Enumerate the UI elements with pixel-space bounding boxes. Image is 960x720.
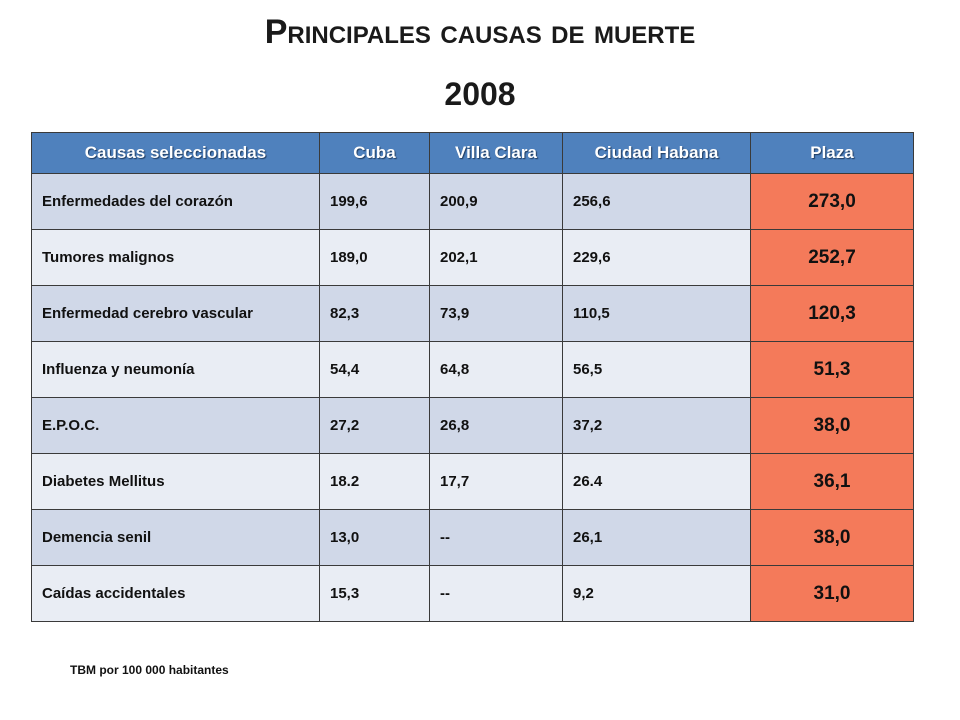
- cell-cause: Demencia senil: [31, 509, 320, 566]
- cell-villa-clara: --: [429, 565, 563, 622]
- cell-villa-clara: --: [429, 509, 563, 566]
- cell-cuba: 27,2: [319, 397, 430, 454]
- cell-cause: E.P.O.C.: [31, 397, 320, 454]
- cell-ciudad-habana: 26.4: [562, 453, 751, 510]
- cell-ciudad-habana: 26,1: [562, 509, 751, 566]
- cell-cause: Influenza y neumonía: [31, 341, 320, 398]
- cell-cuba: 18.2: [319, 453, 430, 510]
- cell-plaza: 252,7: [750, 229, 914, 286]
- cell-plaza: 38,0: [750, 509, 914, 566]
- cell-cuba: 54,4: [319, 341, 430, 398]
- cell-ciudad-habana: 110,5: [562, 285, 751, 342]
- table-header-row: Causas seleccionadas Cuba Villa Clara Ci…: [31, 132, 914, 174]
- mortality-table: Causas seleccionadas Cuba Villa Clara Ci…: [31, 132, 914, 622]
- cell-cause: Tumores malignos: [31, 229, 320, 286]
- cell-plaza: 38,0: [750, 397, 914, 454]
- table-row: Diabetes Mellitus 18.2 17,7 26.4 36,1: [31, 453, 914, 510]
- footnote: TBM por 100 000 habitantes: [70, 663, 229, 677]
- header-causas: Causas seleccionadas: [31, 132, 320, 174]
- table-row: Tumores malignos 189,0 202,1 229,6 252,7: [31, 229, 914, 286]
- cell-plaza: 36,1: [750, 453, 914, 510]
- cell-ciudad-habana: 56,5: [562, 341, 751, 398]
- cell-cause: Enfermedades del corazón: [31, 173, 320, 230]
- cell-cause: Caídas accidentales: [31, 565, 320, 622]
- cell-ciudad-habana: 229,6: [562, 229, 751, 286]
- cell-plaza: 273,0: [750, 173, 914, 230]
- cell-plaza: 120,3: [750, 285, 914, 342]
- table-row: Demencia senil 13,0 -- 26,1 38,0: [31, 509, 914, 566]
- page-title: Principales causas de muerte: [264, 13, 696, 51]
- cell-cuba: 13,0: [319, 509, 430, 566]
- cell-cuba: 15,3: [319, 565, 430, 622]
- cell-villa-clara: 17,7: [429, 453, 563, 510]
- table-row: Caídas accidentales 15,3 -- 9,2 31,0: [31, 565, 914, 622]
- cell-cause: Enfermedad cerebro vascular: [31, 285, 320, 342]
- cell-cuba: 189,0: [319, 229, 430, 286]
- header-ciudad-habana: Ciudad Habana: [562, 132, 751, 174]
- table-row: Enfermedad cerebro vascular 82,3 73,9 11…: [31, 285, 914, 342]
- header-plaza: Plaza: [750, 132, 914, 174]
- cell-ciudad-habana: 9,2: [562, 565, 751, 622]
- cell-plaza: 51,3: [750, 341, 914, 398]
- cell-cuba: 199,6: [319, 173, 430, 230]
- cell-cause: Diabetes Mellitus: [31, 453, 320, 510]
- cell-villa-clara: 73,9: [429, 285, 563, 342]
- cell-ciudad-habana: 37,2: [562, 397, 751, 454]
- table-row: Enfermedades del corazón 199,6 200,9 256…: [31, 173, 914, 230]
- cell-ciudad-habana: 256,6: [562, 173, 751, 230]
- cell-villa-clara: 26,8: [429, 397, 563, 454]
- page-subtitle: 2008: [444, 76, 516, 112]
- cell-villa-clara: 200,9: [429, 173, 563, 230]
- cell-plaza: 31,0: [750, 565, 914, 622]
- cell-cuba: 82,3: [319, 285, 430, 342]
- table-row: E.P.O.C. 27,2 26,8 37,2 38,0: [31, 397, 914, 454]
- cell-villa-clara: 202,1: [429, 229, 563, 286]
- header-cuba: Cuba: [319, 132, 430, 174]
- table-row: Influenza y neumonía 54,4 64,8 56,5 51,3: [31, 341, 914, 398]
- header-villa-clara: Villa Clara: [429, 132, 563, 174]
- cell-villa-clara: 64,8: [429, 341, 563, 398]
